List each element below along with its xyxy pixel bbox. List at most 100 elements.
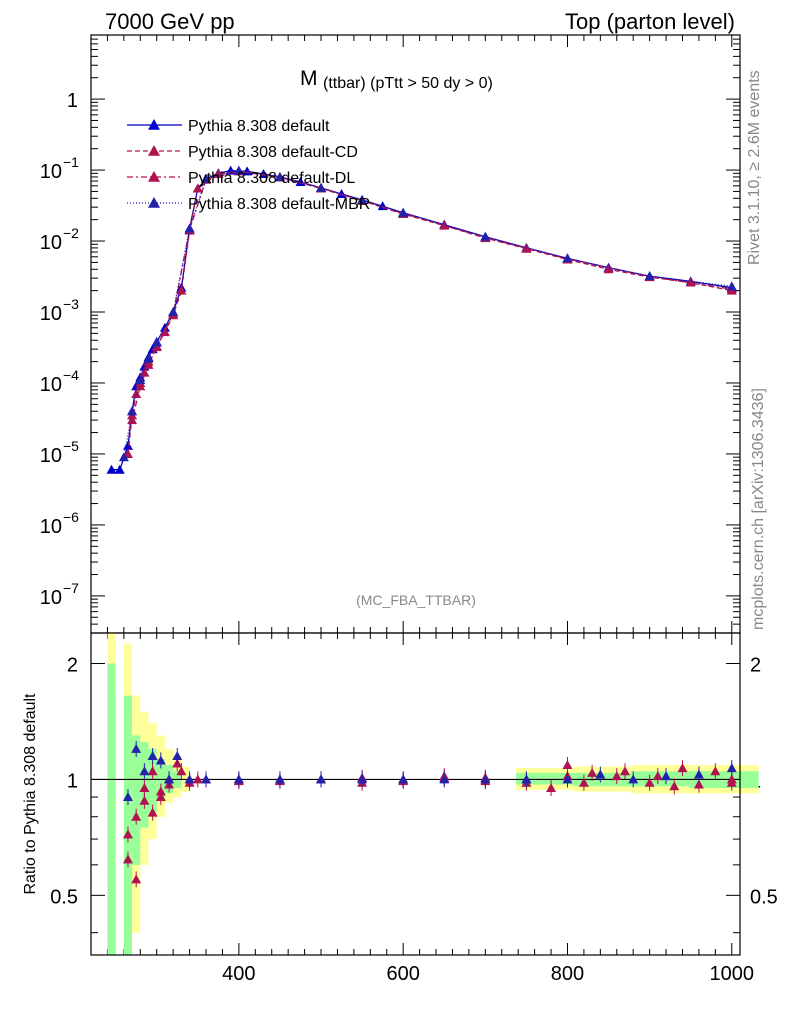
data-point: [644, 271, 655, 281]
data-point: [562, 253, 573, 263]
y-tick-label: 10 −7: [40, 580, 79, 609]
y-tick-exponent: −3: [63, 296, 79, 312]
legend: Pythia 8.308 default Pythia 8.308 default…: [127, 118, 370, 213]
ratio-point: [164, 774, 175, 784]
mcplots-label: mcplots.cern.ch [arXiv:1306.3436]: [750, 388, 767, 630]
ratio-point: [131, 743, 142, 753]
ratio-point: [274, 774, 285, 784]
ratio-point: [644, 777, 655, 787]
ratio-band: [516, 772, 587, 785]
data-point: [480, 231, 491, 241]
ratio-point: [521, 774, 532, 784]
ratio-y-tick-label-right: 2: [750, 654, 761, 676]
ratio-panel: 0.50.511224006008001000 Ratio to Pythia …: [22, 632, 778, 985]
series-line: [127, 170, 732, 454]
main-plot-panel: 10 −710 −610 −510 −410 −310 −210 −11 M (ttbar) …: [40, 34, 741, 634]
plot-title-main: M: [300, 67, 318, 90]
ratio-y-tick-label: 0.5: [50, 886, 78, 908]
ratio-point: [147, 766, 158, 776]
y-tick-exponent: −4: [63, 367, 79, 383]
data-point: [398, 207, 409, 217]
ratio-point: [562, 774, 573, 784]
rivet-label: Rivet 3.1.10, ≥ 2.6M events: [746, 70, 763, 265]
data-point: [131, 388, 142, 398]
ratio-point: [669, 781, 680, 791]
data-point: [233, 165, 244, 175]
y-tick-base: 10: [40, 587, 62, 609]
ratio-point: [155, 755, 166, 765]
ratio-point: [628, 774, 639, 784]
series-line: [111, 170, 732, 471]
analysis-watermark: (MC_FBA_TTBAR): [356, 592, 476, 608]
data-point: [685, 277, 696, 287]
data-point: [274, 171, 285, 181]
legend-marker: [148, 197, 160, 208]
y-tick-label: 10 −5: [40, 438, 79, 467]
x-tick-label: 800: [551, 963, 584, 985]
data-point: [122, 440, 133, 450]
ratio-point: [595, 769, 606, 779]
x-tick-label: 400: [222, 963, 255, 985]
ratio-point: [233, 774, 244, 784]
y-tick-exponent: −1: [63, 154, 79, 170]
y-tick-base: 1: [67, 90, 78, 112]
y-tick-base: 10: [40, 374, 62, 396]
ratio-point: [122, 792, 133, 802]
y-tick-label: 10 −2: [40, 225, 79, 254]
y-tick-base: 10: [40, 516, 62, 538]
y-tick-base: 10: [40, 232, 62, 254]
y-tick-base: 10: [40, 161, 62, 183]
data-point: [184, 223, 195, 233]
ratio-frame: [90, 632, 741, 956]
ratio-point: [184, 774, 195, 784]
ratio-point: [139, 782, 150, 792]
ratio-band: [107, 663, 116, 955]
data-point: [258, 169, 269, 179]
ratio-point: [726, 774, 737, 784]
ratio-point: [172, 751, 183, 761]
ratio-point: [316, 774, 327, 784]
ratio-point: [578, 777, 589, 787]
data-point: [176, 285, 187, 295]
legend-label: Pythia 8.308 default: [188, 118, 330, 135]
legend-marker: [148, 119, 160, 130]
y-tick-label: 1: [67, 90, 78, 112]
energy-label: 7000 GeV pp: [105, 9, 235, 34]
y-tick-label: 10 −1: [40, 154, 79, 183]
x-tick-label: 600: [386, 963, 419, 985]
ratio-point: [562, 760, 573, 770]
legend-label: Pythia 8.308 default-CD: [188, 144, 358, 161]
y-tick-exponent: −6: [63, 509, 79, 525]
ratio-band: [132, 735, 141, 865]
process-label: Top (parton level): [565, 9, 735, 34]
ratio-point: [677, 763, 688, 773]
ratio-point: [201, 774, 212, 784]
ratio-point: [147, 751, 158, 761]
data-point: [168, 307, 179, 317]
ratio-point: [131, 874, 142, 884]
ratio-point: [122, 854, 133, 864]
ratio-point: [652, 771, 663, 781]
ratio-band: [123, 695, 133, 955]
y-tick-label: 10 −3: [40, 296, 79, 325]
ratio-point: [139, 795, 150, 805]
ratio-point: [546, 782, 557, 792]
ratio-body: 0.50.511224006008001000: [50, 633, 778, 985]
ratio-point: [693, 779, 704, 789]
y-tick-exponent: −2: [63, 225, 79, 241]
data-point: [135, 375, 146, 385]
ratio-point: [587, 767, 598, 777]
ratio-point: [147, 807, 158, 817]
ratio-y-tick-label: 2: [67, 654, 78, 676]
ratio-point: [611, 771, 622, 781]
data-point: [603, 264, 614, 274]
data-point: [357, 194, 368, 204]
legend-label: Pythia 8.308 default-DL: [188, 170, 355, 187]
x-tick-label: 1000: [710, 963, 755, 985]
data-point: [192, 183, 203, 193]
y-tick-label: 10 −4: [40, 367, 79, 396]
y-tick-label: 10 −6: [40, 509, 79, 538]
ratio-point: [693, 769, 704, 779]
ratio-point: [398, 774, 409, 784]
